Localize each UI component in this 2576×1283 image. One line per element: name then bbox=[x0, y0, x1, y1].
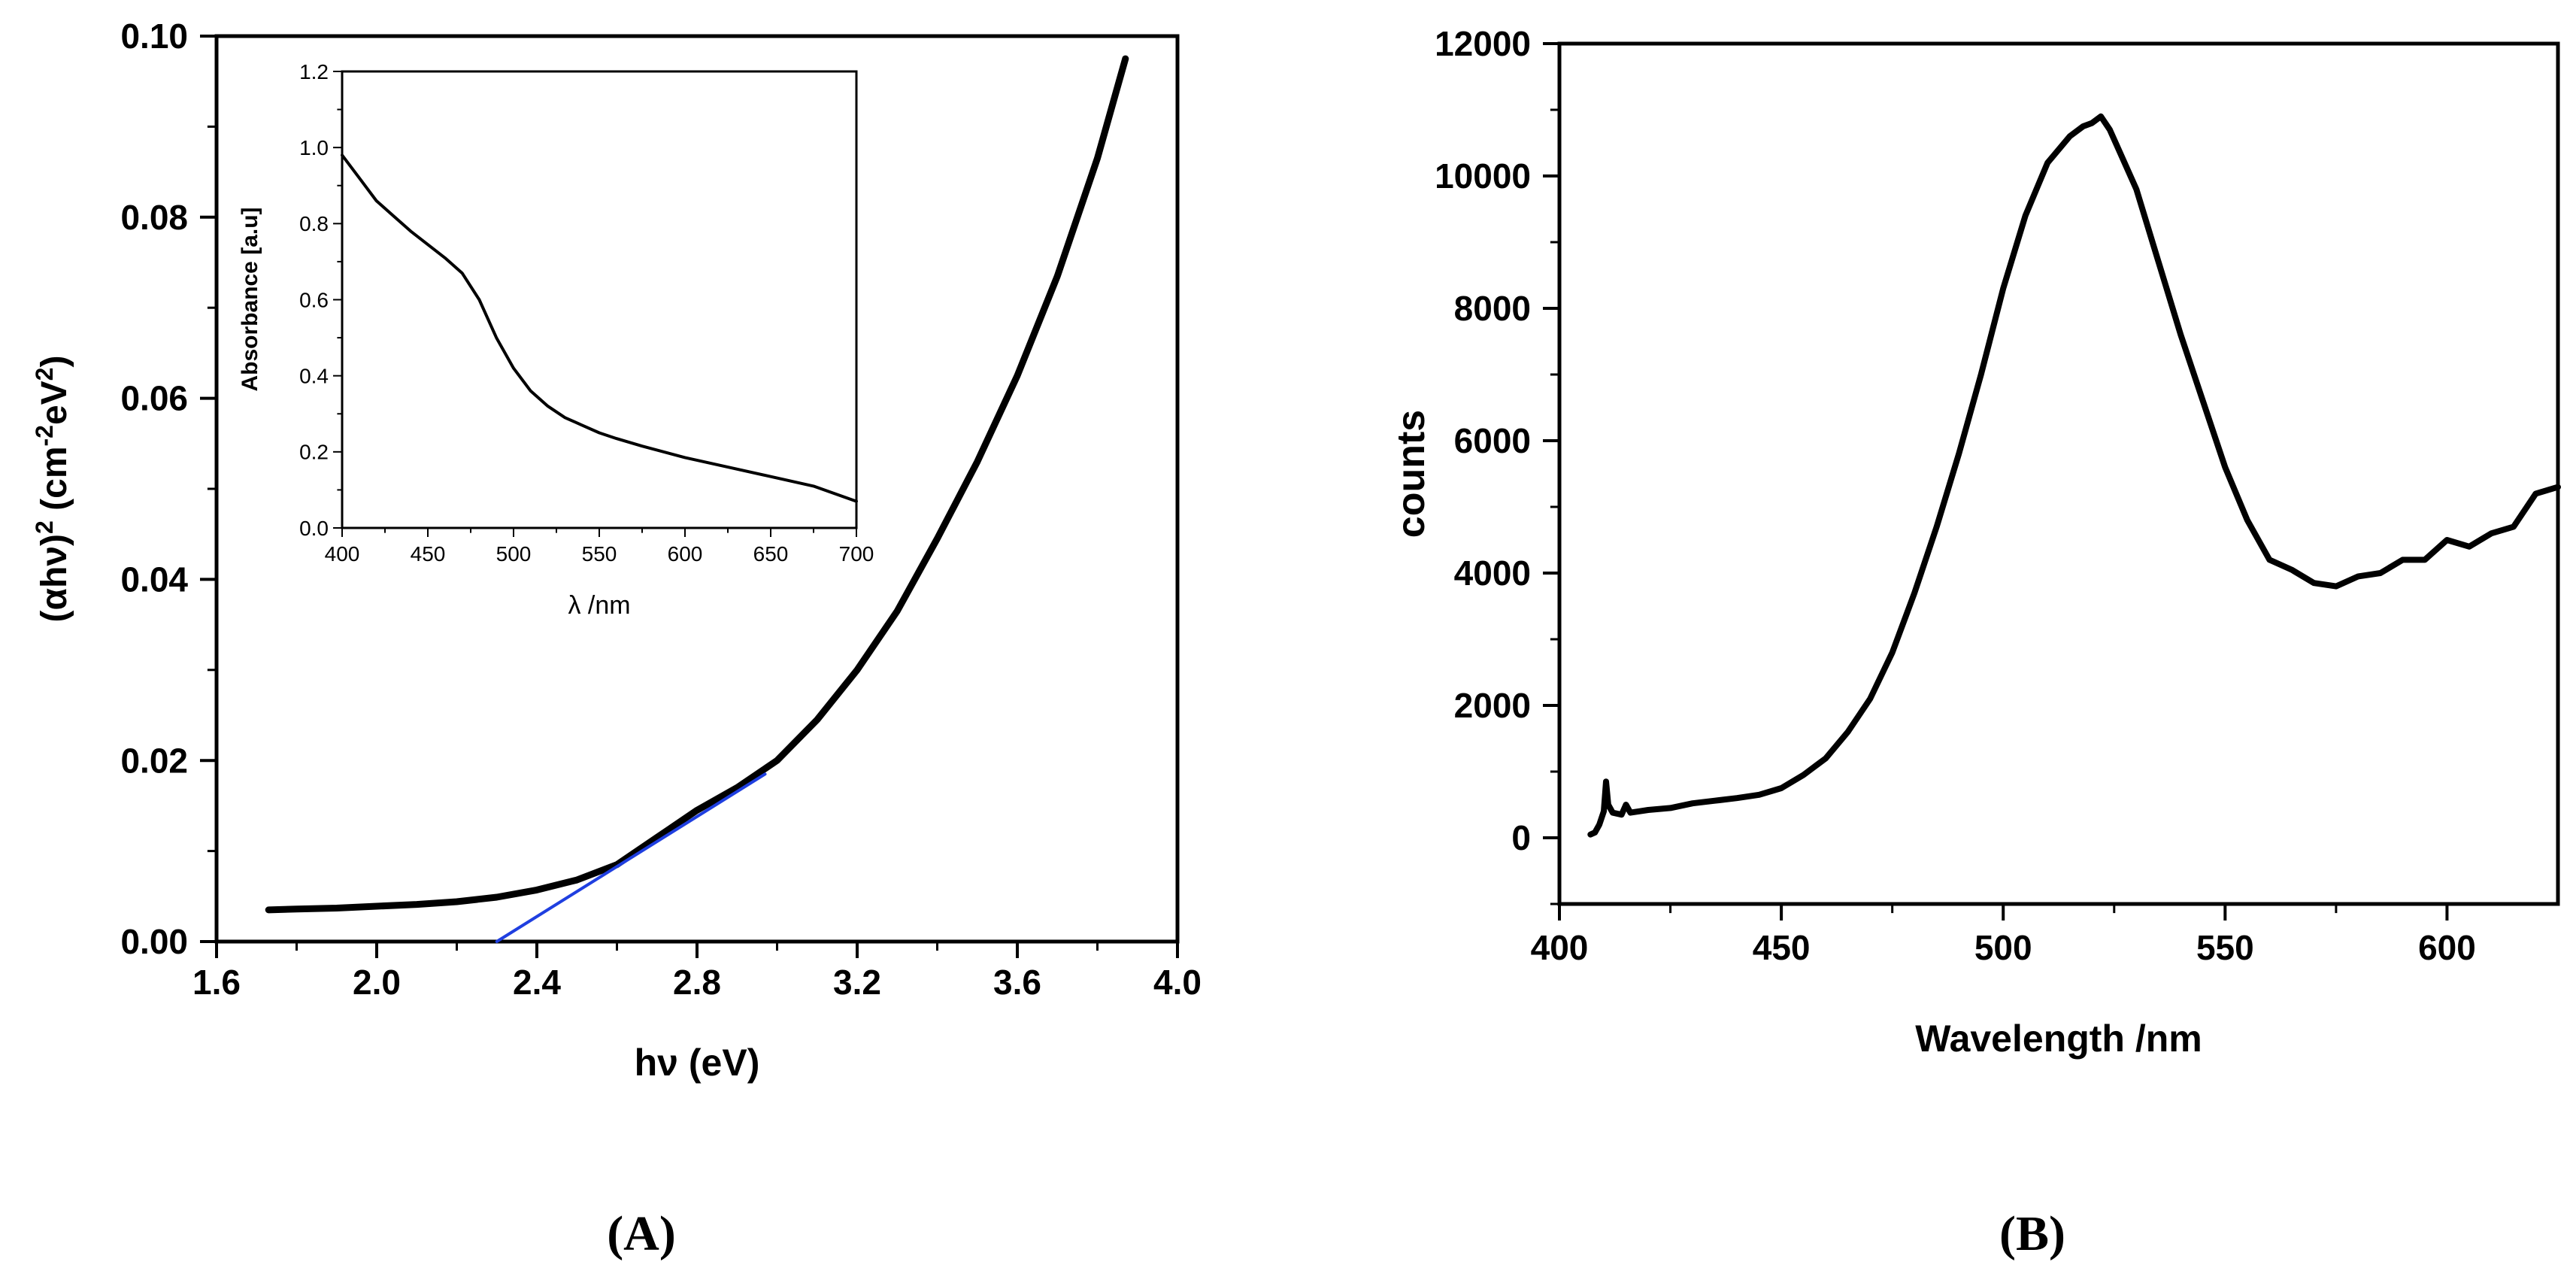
y-tick-label: 0.10 bbox=[120, 17, 188, 56]
series-line bbox=[1587, 113, 2561, 838]
linear-fit-line bbox=[495, 772, 767, 943]
x-tick-label: 400 bbox=[1531, 928, 1589, 967]
y-title-exp1: 2 bbox=[31, 520, 58, 534]
x-tick-label: 600 bbox=[2418, 928, 2476, 967]
panel-a-inset: 0.0 0.2 0.4 0.6 0.8 1.0 1.2 400 450 500 550 600 650… bbox=[238, 60, 874, 620]
inset-x-ticks: 400 450 500 550 600 650 700 bbox=[325, 528, 874, 566]
x-tick-label: 550 bbox=[582, 542, 617, 566]
panel-a-series bbox=[265, 55, 1129, 943]
x-tick-label: 700 bbox=[839, 542, 874, 566]
x-tick-label: 500 bbox=[1974, 928, 2032, 967]
y-tick-label: 0.6 bbox=[299, 288, 329, 311]
panel-a-y-axis-title: (αhν)2 (cm-2eV2) bbox=[31, 356, 74, 623]
inset-x-axis-title: λ /nm bbox=[568, 591, 630, 620]
panel-b-plot-frame bbox=[1557, 41, 2560, 906]
y-tick-label: 0.0 bbox=[299, 517, 329, 540]
y-tick-label: 12000 bbox=[1435, 24, 1531, 63]
y-tick-label: 0.08 bbox=[120, 198, 188, 237]
series-line bbox=[341, 153, 858, 503]
x-tick-label: 2.8 bbox=[673, 963, 721, 1002]
panel-b-label: (B) bbox=[1999, 1206, 2065, 1261]
y-title-base: (αhν) bbox=[35, 534, 74, 623]
y-tick-label: 1.0 bbox=[299, 136, 329, 159]
panel-b-x-axis-title: Wavelength /nm bbox=[1915, 1018, 2202, 1060]
x-tick-label: 2.0 bbox=[353, 963, 401, 1002]
y-title-unit-close: ) bbox=[35, 356, 74, 368]
x-tick-label: 500 bbox=[496, 542, 532, 566]
y-tick-label: 6000 bbox=[1454, 421, 1531, 460]
y-tick-label: 0.06 bbox=[120, 379, 188, 418]
panel-a-y-ticks: 0.00 0.02 0.04 0.06 0.08 0.10 bbox=[120, 17, 217, 961]
panel-b: 0 2000 4000 6000 8000 10000 12000 400 450 500 550… bbox=[1390, 24, 2561, 1261]
y-tick-label: 1.2 bbox=[299, 60, 329, 83]
x-tick-label: 400 bbox=[325, 542, 360, 566]
x-tick-label: 450 bbox=[1753, 928, 1811, 967]
panel-b-series bbox=[1587, 113, 2561, 838]
y-tick-label: 0.02 bbox=[120, 741, 188, 780]
x-tick-label: 2.4 bbox=[513, 963, 561, 1002]
y-title-unit-mid: eV bbox=[35, 381, 74, 425]
y-tick-label: 0.8 bbox=[299, 212, 329, 235]
x-tick-label: 4.0 bbox=[1153, 963, 1202, 1002]
y-title-exp3: 2 bbox=[31, 368, 58, 381]
x-tick-label: 650 bbox=[753, 542, 789, 566]
inset-plot-frame bbox=[341, 70, 858, 529]
y-tick-label: 0 bbox=[1511, 818, 1531, 857]
y-tick-label: 0.04 bbox=[120, 560, 188, 599]
y-title-unit-open: (cm bbox=[35, 446, 74, 520]
y-tick-label: 2000 bbox=[1454, 686, 1531, 725]
x-tick-label: 3.6 bbox=[993, 963, 1041, 1002]
y-tick-label: 0.4 bbox=[299, 364, 329, 387]
y-tick-label: 4000 bbox=[1454, 554, 1531, 593]
series-line bbox=[265, 55, 1129, 914]
x-tick-label: 550 bbox=[2196, 928, 2254, 967]
x-tick-label: 450 bbox=[411, 542, 446, 566]
x-tick-label: 600 bbox=[668, 542, 703, 566]
panel-a-x-axis-title: hν (eV) bbox=[635, 1042, 760, 1084]
y-title-exp2: -2 bbox=[31, 425, 58, 446]
panel-a: 0.000.020.040.060.080.10 1.6 2.0 2.4 2.8 3.2… bbox=[31, 17, 1202, 1261]
panel-b-x-ticks: 400 450 500 550 600 bbox=[1531, 904, 2476, 967]
panel-a-label: (A) bbox=[607, 1206, 676, 1261]
x-tick-label: 1.6 bbox=[192, 963, 241, 1002]
panel-b-y-ticks: 0 2000 4000 6000 8000 10000 12000 bbox=[1435, 24, 1559, 905]
panel-a-x-ticks: 1.6 2.0 2.4 2.8 3.2 3.6 4.0 bbox=[192, 942, 1202, 1002]
inset-y-axis-title: Absorbance [a.u] bbox=[238, 207, 262, 391]
inset-series bbox=[341, 153, 858, 503]
y-tick-label: 8000 bbox=[1454, 289, 1531, 328]
panel-b-y-axis-title: counts bbox=[1390, 410, 1433, 538]
x-tick-label: 3.2 bbox=[833, 963, 881, 1002]
y-tick-label: 10000 bbox=[1435, 156, 1531, 196]
y-tick-label: 0.2 bbox=[299, 441, 329, 464]
inset-y-ticks: 0.0 0.2 0.4 0.6 0.8 1.0 1.2 bbox=[299, 60, 342, 540]
y-tick-label: 0.00 bbox=[120, 922, 188, 961]
